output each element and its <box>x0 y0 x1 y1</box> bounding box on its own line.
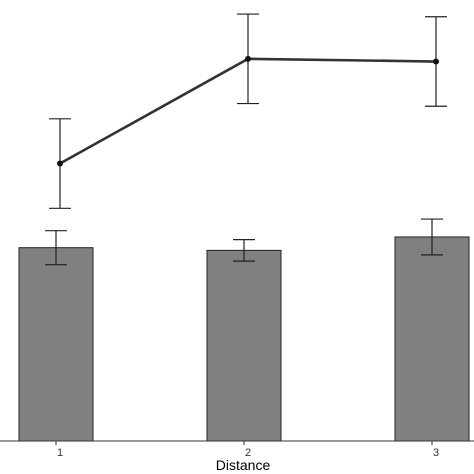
line-point-1 <box>57 160 63 167</box>
x-tick-label-3: 3 <box>433 447 439 459</box>
bar-2 <box>206 249 282 442</box>
x-axis-ticks: 1 2 3 <box>55 441 439 459</box>
line-series <box>49 13 447 209</box>
bar-3 <box>394 236 470 442</box>
bars-layer <box>18 236 470 442</box>
line-point-3 <box>433 58 439 65</box>
line-point-2 <box>245 55 251 62</box>
bar-error-bars <box>45 218 443 266</box>
bar-1 <box>18 247 94 442</box>
x-axis-title: Distance <box>216 457 271 473</box>
x-tick-label-1: 1 <box>57 447 63 459</box>
x-tick-label-2: 2 <box>245 447 251 459</box>
